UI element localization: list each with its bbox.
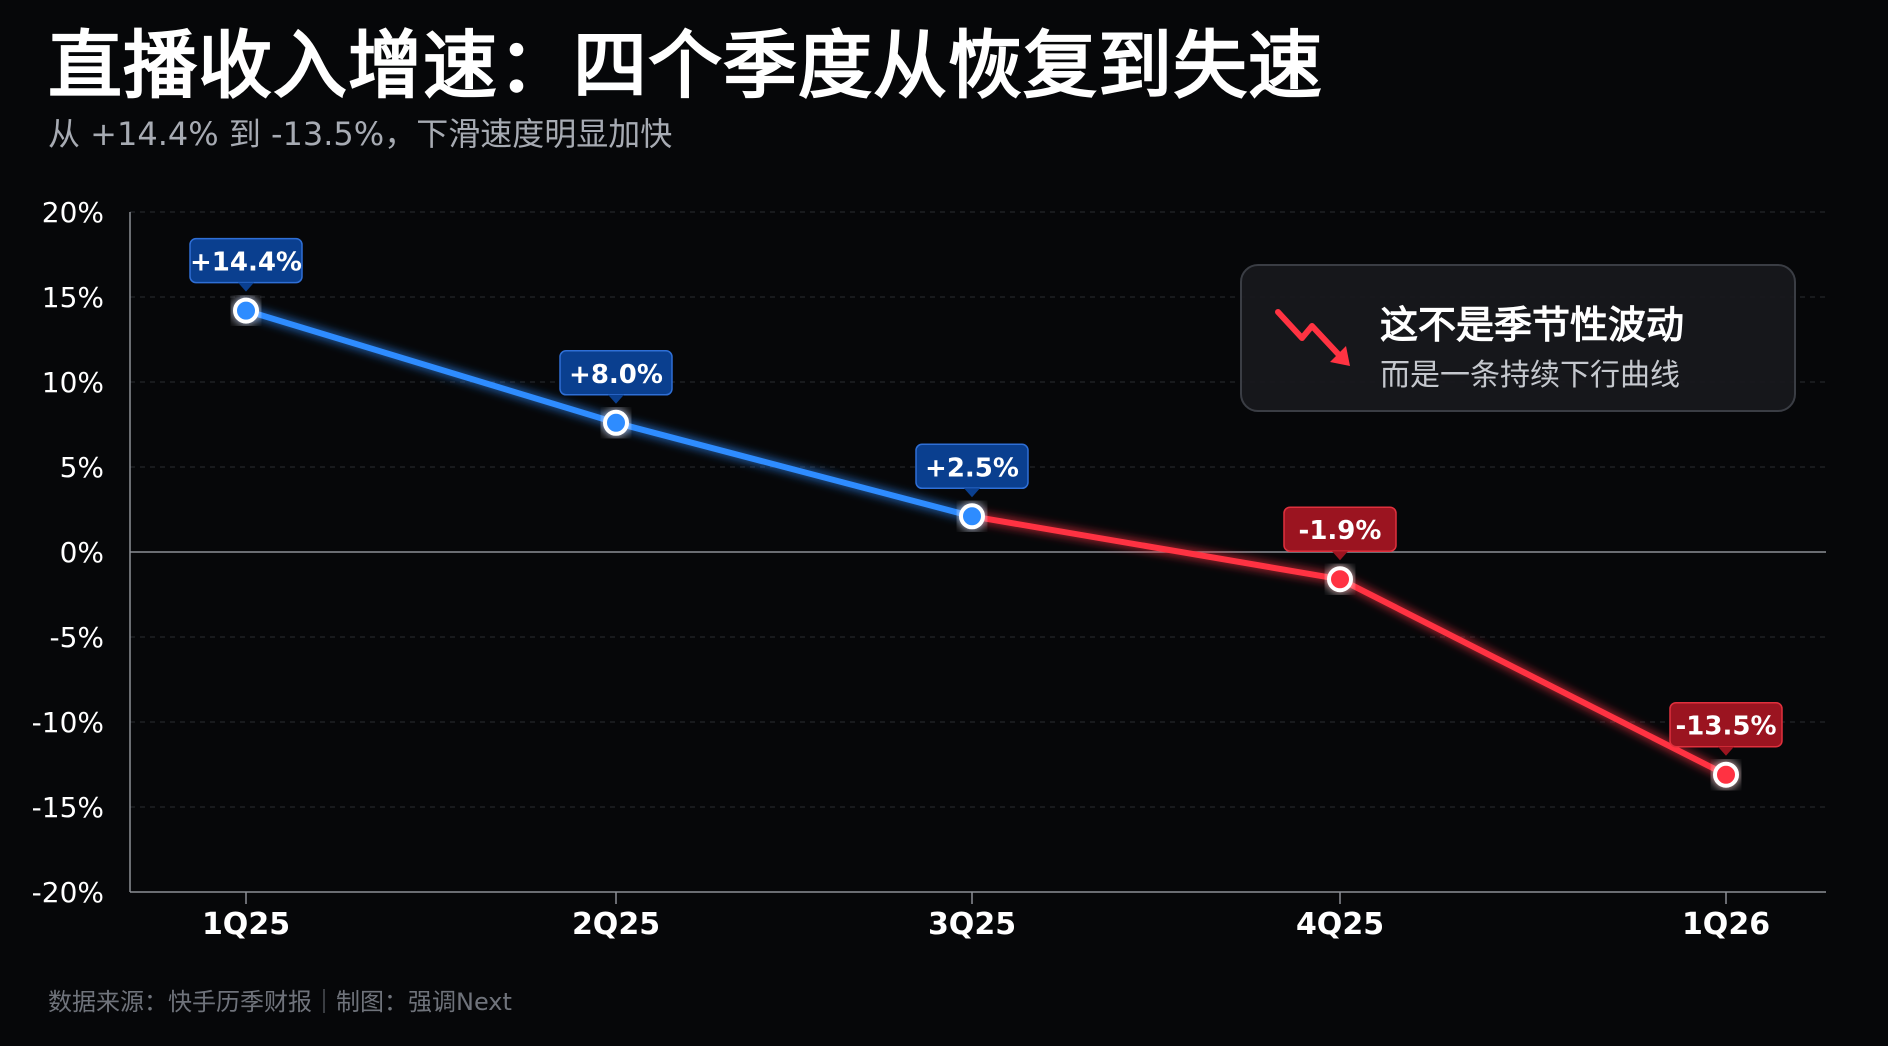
x-tick-label: 3Q25 (928, 907, 1016, 942)
y-tick-label: -10% (32, 706, 104, 739)
y-tick-label: -5% (49, 621, 104, 654)
data-label-text: +2.5% (925, 453, 1019, 483)
data-point (959, 503, 985, 530)
data-labels: +14.4% +8.0% +2.5% -1.9% -13.5% (189, 237, 1783, 756)
y-tick-label: -15% (32, 791, 104, 824)
data-point (603, 409, 629, 436)
data-label-pointer (1718, 746, 1734, 756)
series-segment (243, 307, 619, 426)
x-tick-label: 1Q25 (202, 907, 290, 942)
callout-headline: 这不是季节性波动 (1380, 303, 1685, 347)
y-tick-label: 10% (42, 366, 104, 399)
data-point (1713, 761, 1739, 788)
data-label-pointer (608, 394, 624, 404)
x-tick-label: 2Q25 (572, 907, 660, 942)
x-tick-label: 4Q25 (1296, 907, 1384, 942)
series-segment (613, 419, 975, 520)
data-label-pointer (1332, 551, 1348, 561)
data-label: -13.5% (1669, 701, 1783, 756)
y-tick-label: 15% (42, 281, 104, 314)
data-point (1327, 566, 1353, 593)
series-segment (969, 513, 1343, 583)
y-tick-label: 0% (60, 536, 104, 569)
x-tick-label: 1Q26 (1682, 907, 1770, 942)
chart-subtitle: 从 +14.4% 到 -13.5%，下滑速度明显加快 (48, 115, 673, 153)
grid-layer (130, 211, 1826, 808)
data-label: +8.0% (559, 350, 673, 404)
data-label-text: -1.9% (1299, 516, 1382, 546)
source-note: 数据来源：快手历季财报｜制图：强调Next (48, 988, 512, 1016)
y-tick-label: 20% (42, 196, 104, 229)
insight-callout: 这不是季节性波动 而是一条持续下行曲线 (1240, 264, 1796, 412)
axis-layer: 20% 15% 10% 5% 0% -5% -10% -15% -20% 1Q25 2Q25 3Q25… (32, 196, 1826, 942)
data-label-pointer (238, 282, 254, 292)
data-label: -1.9% (1283, 506, 1397, 561)
data-points (233, 297, 1739, 788)
data-label-text: +8.0% (569, 360, 663, 390)
chart-title: 直播收入增速：四个季度从恢复到失速 (48, 23, 1323, 109)
y-tick-label: -20% (32, 876, 104, 909)
trend-down-arrow-icon (1275, 309, 1350, 366)
data-label-text: +14.4% (190, 248, 302, 278)
callout-body: 而是一条持续下行曲线 (1380, 358, 1680, 393)
data-point (233, 297, 259, 324)
data-label-text: -13.5% (1676, 712, 1777, 742)
data-label-pointer (964, 488, 980, 498)
y-tick-label: 5% (60, 451, 104, 484)
data-label: +2.5% (915, 443, 1029, 498)
data-label: +14.4% (189, 237, 303, 292)
series-segment (1337, 576, 1729, 778)
series-lines (243, 307, 1729, 778)
